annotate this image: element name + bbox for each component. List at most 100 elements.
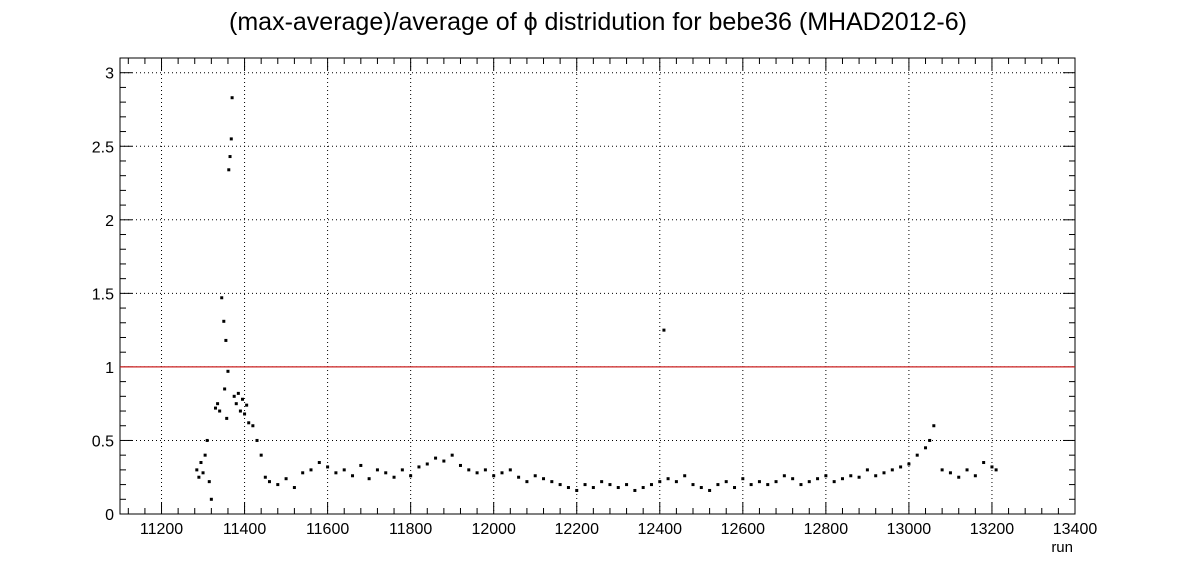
data-point xyxy=(849,474,853,478)
axis-layer: 11200 11400 11600 11800 12000 12200 12400 12600… xyxy=(92,57,1098,538)
y-tick-label: 2.5 xyxy=(92,139,114,156)
data-point xyxy=(216,402,220,406)
grid-layer xyxy=(120,58,1076,515)
data-point xyxy=(220,296,224,300)
data-point xyxy=(214,406,217,410)
data-point xyxy=(708,488,712,492)
x-tick-label: 11400 xyxy=(223,521,266,538)
data-point xyxy=(225,416,229,420)
data-point xyxy=(591,486,595,490)
data-point xyxy=(774,480,778,484)
data-point xyxy=(450,453,454,457)
data-point xyxy=(500,471,504,475)
data-point xyxy=(492,474,496,478)
data-point xyxy=(733,486,737,490)
data-point xyxy=(232,394,236,398)
data-point xyxy=(940,468,944,472)
data-point xyxy=(683,474,687,478)
data-point xyxy=(234,402,238,406)
data-point xyxy=(824,474,828,478)
x-tick-label: 11600 xyxy=(306,521,349,538)
data-point xyxy=(359,463,363,467)
data-point xyxy=(550,480,554,484)
data-point xyxy=(209,497,213,501)
data-point xyxy=(226,369,230,373)
data-point xyxy=(205,438,209,442)
data-point xyxy=(994,468,998,472)
data-point xyxy=(716,483,720,487)
data-point xyxy=(245,403,249,407)
y-tick-label: 3 xyxy=(105,66,114,83)
data-point xyxy=(633,488,637,492)
data-point xyxy=(417,465,421,469)
data-point xyxy=(948,471,952,475)
data-point xyxy=(674,480,678,484)
data-point xyxy=(807,480,811,484)
data-point xyxy=(207,480,211,484)
data-point xyxy=(874,474,878,478)
data-point xyxy=(608,483,612,487)
data-point xyxy=(375,468,379,472)
data-point xyxy=(957,475,961,479)
data-point xyxy=(658,480,662,484)
y-tick-label: 0.5 xyxy=(92,433,114,450)
data-point xyxy=(990,465,994,469)
data-point xyxy=(342,468,346,472)
data-point xyxy=(566,486,570,490)
data-point xyxy=(924,446,928,450)
data-point xyxy=(251,424,255,428)
data-point xyxy=(600,480,604,484)
data-point xyxy=(575,488,579,492)
data-point xyxy=(195,468,199,472)
data-point xyxy=(230,96,234,100)
data-point xyxy=(865,468,869,472)
x-tick-label: 12800 xyxy=(804,521,849,538)
data-point xyxy=(392,475,396,479)
data-point xyxy=(533,474,537,478)
data-point xyxy=(899,465,903,469)
data-point xyxy=(434,456,438,460)
x-tick-label: 13200 xyxy=(970,521,1015,538)
data-point xyxy=(467,468,471,472)
data-point xyxy=(757,480,761,484)
data-point xyxy=(384,471,388,475)
points-layer xyxy=(195,96,998,501)
data-point xyxy=(222,319,226,323)
data-point xyxy=(326,465,330,469)
data-point xyxy=(199,461,203,465)
data-point xyxy=(203,453,207,457)
data-point xyxy=(666,477,670,481)
data-point xyxy=(267,480,271,484)
data-point xyxy=(229,137,233,141)
data-point xyxy=(907,462,911,466)
x-axis-label: run xyxy=(1051,539,1073,556)
data-point xyxy=(641,486,645,490)
data-point xyxy=(583,483,587,487)
data-point xyxy=(840,477,844,481)
data-point xyxy=(227,168,231,172)
data-point xyxy=(799,483,803,487)
data-point xyxy=(223,387,227,391)
data-point xyxy=(517,475,521,479)
data-point xyxy=(766,483,770,487)
y-tick-label: 0 xyxy=(105,507,114,524)
data-point xyxy=(201,471,205,475)
data-point xyxy=(259,453,263,457)
data-point xyxy=(691,483,695,487)
data-point xyxy=(236,391,240,395)
data-point xyxy=(542,477,546,481)
data-point xyxy=(649,483,653,487)
data-point xyxy=(228,155,232,159)
data-point xyxy=(890,468,894,472)
data-point xyxy=(367,477,371,481)
data-point xyxy=(409,474,413,478)
data-point xyxy=(508,468,512,472)
data-point xyxy=(334,471,338,475)
data-point xyxy=(442,459,446,463)
data-point xyxy=(301,471,305,475)
data-point xyxy=(284,477,288,481)
x-tick-label: 13400 xyxy=(1053,521,1098,538)
data-point xyxy=(309,468,313,472)
data-point xyxy=(425,462,429,466)
data-point xyxy=(558,483,562,487)
